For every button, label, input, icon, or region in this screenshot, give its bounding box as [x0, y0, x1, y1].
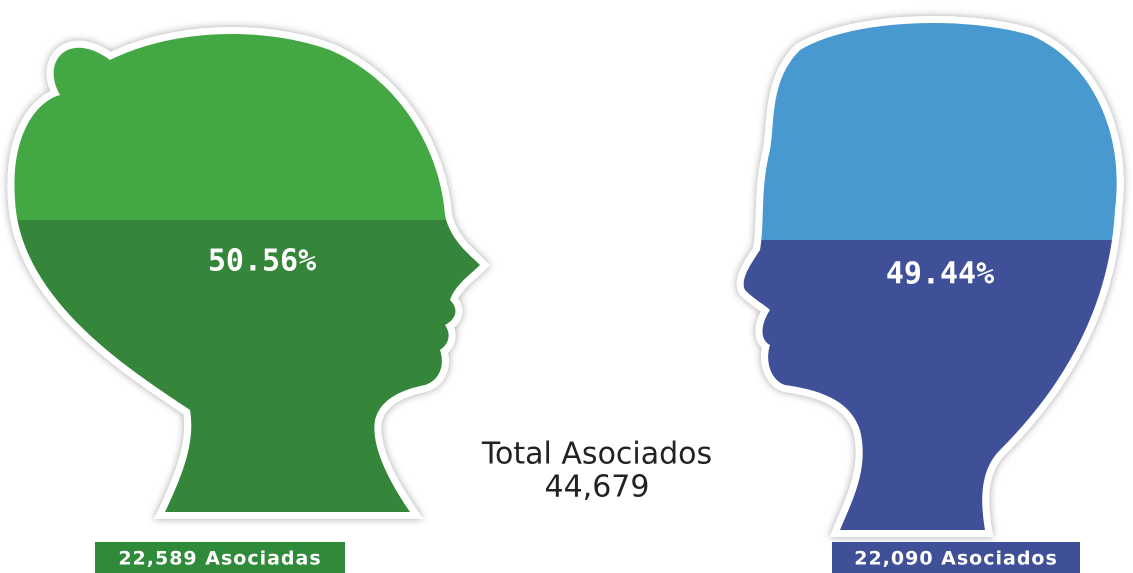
male-count: 22,090 Asociados: [854, 548, 1058, 570]
total-label: Total Asociados: [481, 437, 712, 472]
female-count: 22,589 Asociadas: [118, 548, 321, 570]
female-tag-bg: [95, 542, 345, 573]
male-percent: 49.44%: [886, 257, 994, 292]
female-percent: 50.56%: [208, 244, 316, 279]
male-tag-bg: [832, 542, 1080, 573]
total-value: 44,679: [545, 470, 650, 505]
